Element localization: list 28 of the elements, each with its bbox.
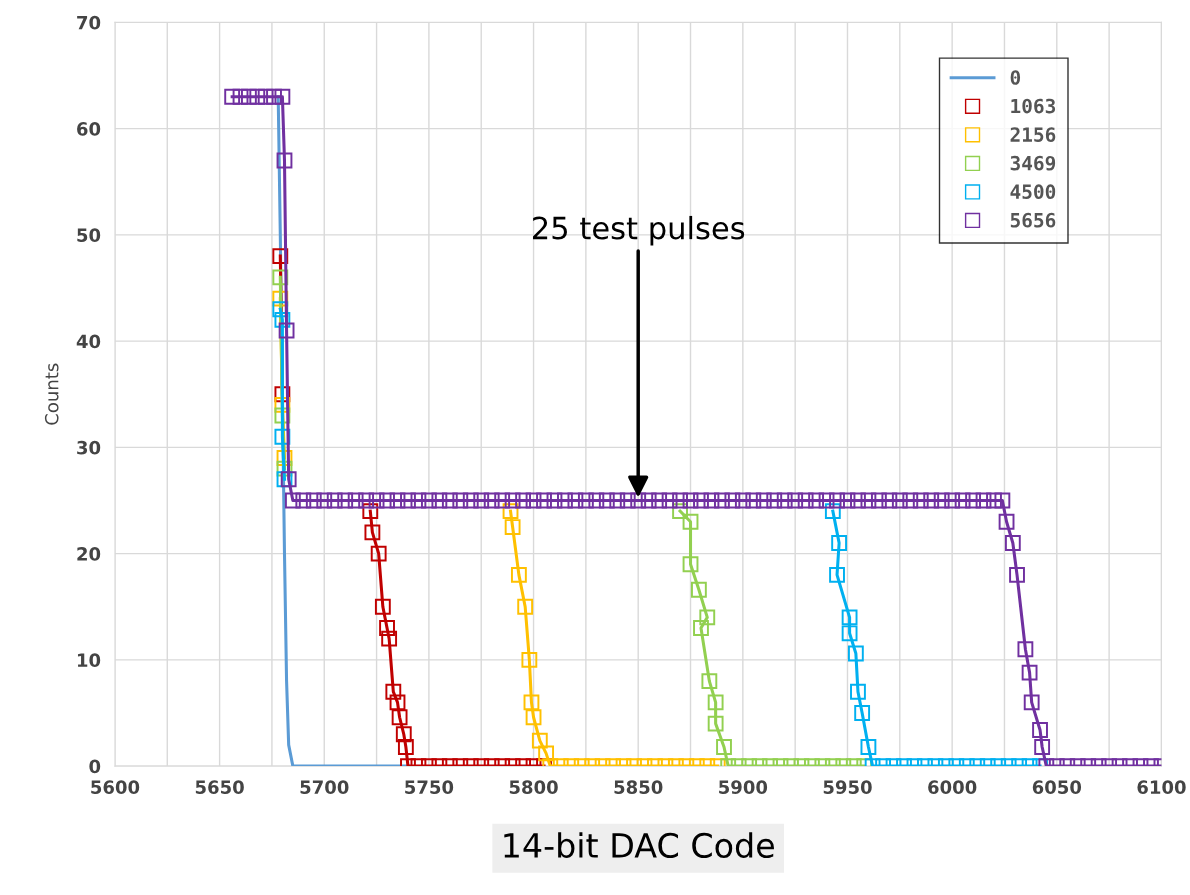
y-tick-label: 60 [77, 122, 101, 136]
x-tick-label: 6000 [928, 780, 977, 794]
x-tick-label: 5650 [195, 780, 244, 794]
y-tick-label: 10 [77, 653, 101, 667]
x-tick-label: 5950 [823, 780, 872, 794]
x-tick-label: 5600 [91, 780, 140, 794]
legend-label: 0 [1010, 70, 1021, 85]
y-tick-label: 0 [89, 759, 101, 774]
x-tick-label: 5850 [614, 780, 663, 794]
x-tick-label: 5750 [405, 780, 454, 794]
x-tick-label: 5900 [719, 780, 768, 794]
x-tick-label: 5700 [300, 780, 349, 794]
x-axis-title: 14-bit DAC Code [504, 832, 774, 859]
x-tick-label: 5800 [509, 780, 558, 794]
legend-label: 1063 [1011, 98, 1056, 114]
y-tick-label: 30 [77, 440, 101, 455]
legend-label: 3469 [1010, 155, 1056, 171]
y-tick-label: 50 [77, 228, 101, 242]
legend-label: 2156 [1010, 127, 1056, 142]
y-axis-title: Counts [44, 363, 59, 425]
y-tick-label: 40 [76, 334, 101, 349]
annotation: 25 test pulses [533, 215, 745, 246]
legend-label: 4500 [1010, 184, 1056, 200]
x-tick-label: 6050 [1032, 780, 1082, 794]
legend-label: 5656 [1010, 212, 1056, 228]
y-tick-label: 70 [77, 15, 101, 30]
y-tick-label: 20 [77, 547, 101, 561]
x-tick-label: 6100 [1137, 780, 1186, 794]
